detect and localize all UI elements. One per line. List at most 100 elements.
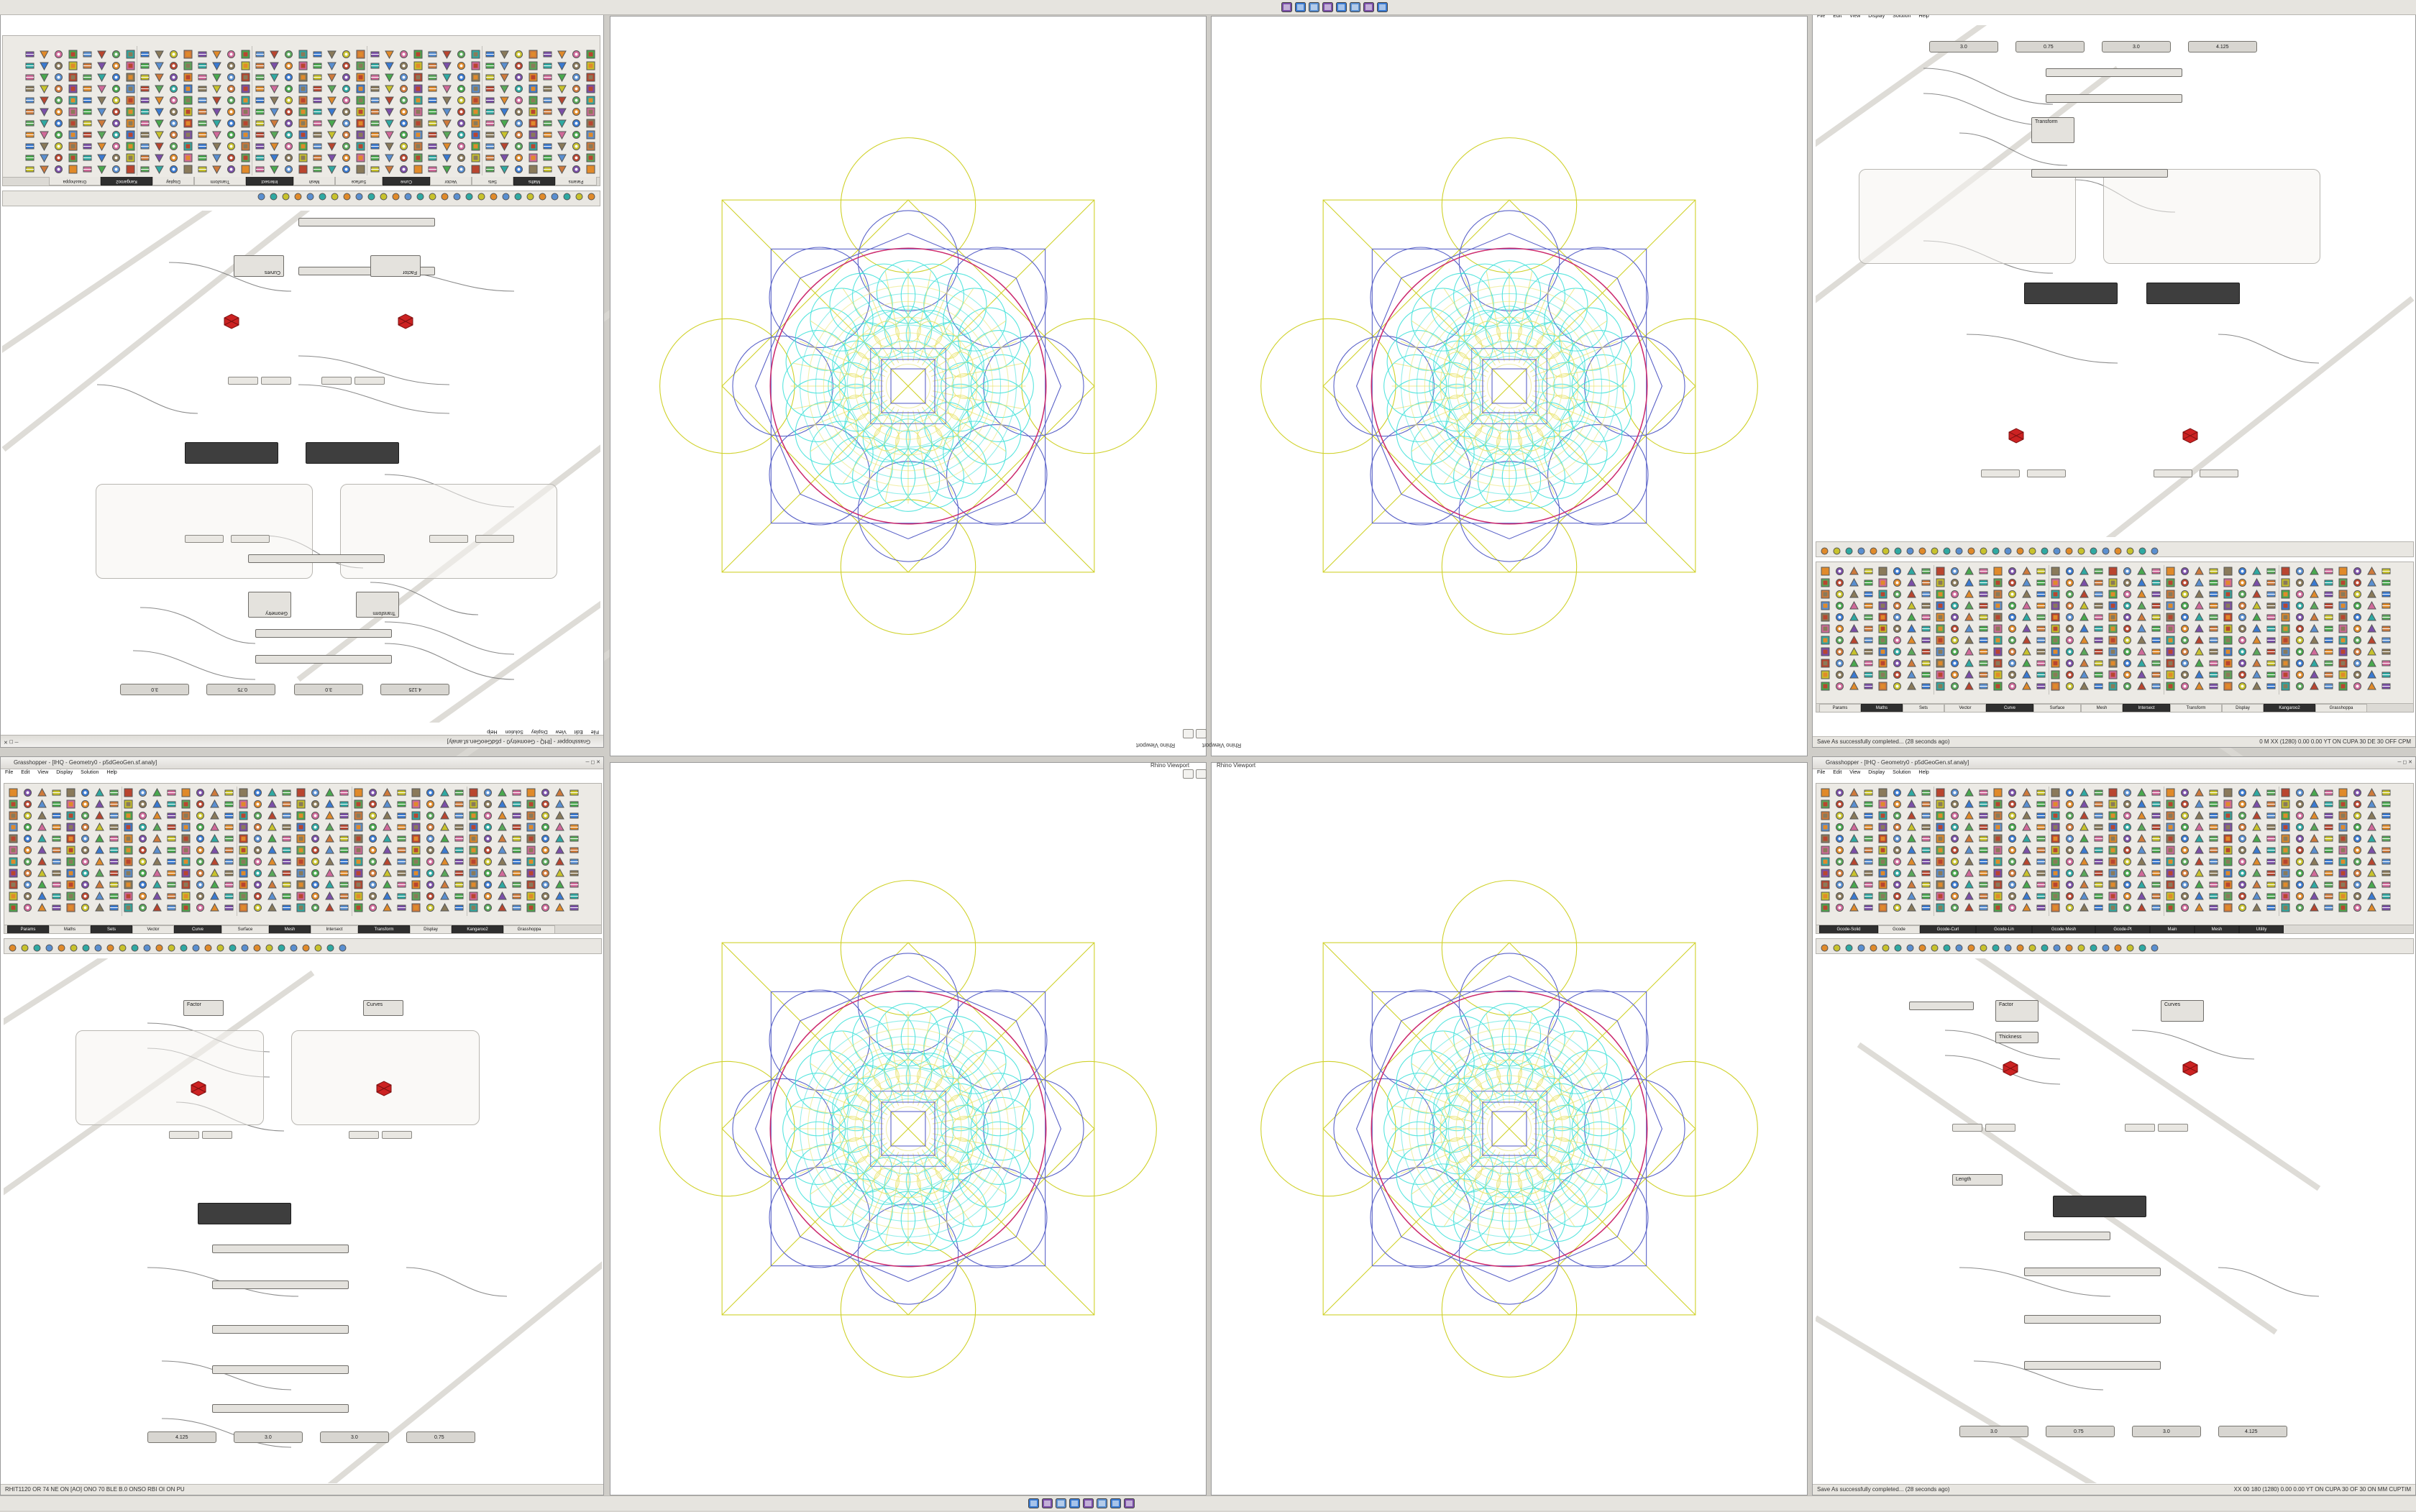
ribbon-icon[interactable] [469,811,478,820]
ribbon-icon[interactable] [1821,846,1830,855]
ribbon-icon[interactable] [356,84,365,93]
ribbon-icon[interactable] [2223,799,2233,809]
ribbon-icon[interactable] [1893,601,1902,610]
ribbon-icon[interactable] [1835,846,1844,855]
ribbon-icon[interactable] [2166,567,2175,576]
ribbon-icon[interactable] [126,119,135,128]
ribbon-icon[interactable] [226,153,236,162]
ribbon-icon[interactable] [2209,647,2218,656]
ribbon-icon[interactable] [267,834,277,843]
gh-toolbar-bl[interactable] [4,938,602,954]
titlebar-bottom-left[interactable]: Grasshopper - [IHQ - Geometry0 - p5dGeoG… [1,757,603,769]
ribbon-icon[interactable] [296,823,306,832]
ribbon-icon[interactable] [1936,682,1945,691]
ribbon-icon[interactable] [2195,590,2204,599]
ribbon-icon[interactable] [413,61,423,70]
ribbon-icon[interactable] [2123,799,2132,809]
ribbon-icon[interactable] [2123,682,2132,691]
ribbon-icon[interactable] [528,165,538,174]
ribbon-icon[interactable] [1993,869,2003,878]
toolbar-icon[interactable] [2114,943,2122,950]
toolbar-icon[interactable] [563,194,571,202]
ribbon-tab-10[interactable]: Kangaroo2 [101,177,152,185]
ribbon-icon[interactable] [2324,880,2333,889]
ribbon-icon[interactable] [457,130,466,139]
toolbar-icon[interactable] [131,943,139,950]
toolbar-icon[interactable] [355,194,363,202]
toolbar-icon[interactable] [2151,546,2159,554]
ribbon-icon[interactable] [428,96,437,105]
ribbon-icon[interactable] [169,61,178,70]
ribbon-icon[interactable] [339,846,349,855]
ribbon-icon[interactable] [528,153,538,162]
taskbar-item-settings[interactable] [1124,1498,1135,1508]
ribbon-icon[interactable] [2094,624,2103,633]
ribbon-icon[interactable] [296,857,306,866]
ribbon-icon[interactable] [241,50,250,59]
ribbon-icon[interactable] [2151,647,2161,656]
ribbon-icon[interactable] [2180,834,2190,843]
ribbon-icon[interactable] [2166,846,2175,855]
ribbon-icon[interactable] [1964,788,1974,797]
ribbon-icon[interactable] [284,107,293,116]
ribbon-icon[interactable] [2353,834,2362,843]
toolbar-icon[interactable] [2041,943,2049,950]
ribbon-icon[interactable] [2008,869,2017,878]
ribbon-icon[interactable] [1950,857,1959,866]
ribbon-icon[interactable] [2252,624,2261,633]
gh-component-length[interactable]: Length [1952,1174,2003,1186]
ribbon-icon[interactable] [586,165,595,174]
ribbon-icon[interactable] [370,153,380,162]
toolbar-icon[interactable] [265,943,273,950]
ribbon-icon[interactable] [212,96,221,105]
ribbon-icon[interactable] [198,73,207,82]
ribbon-icon[interactable] [196,846,205,855]
ribbon-icon[interactable] [97,107,106,116]
ribbon-icon[interactable] [572,165,581,174]
ribbon-icon[interactable] [528,142,538,151]
ribbon-icon[interactable] [68,142,78,151]
ribbon-icon[interactable] [2079,880,2089,889]
toolbar-icon[interactable] [539,194,546,202]
ribbon-icon[interactable] [2180,846,2190,855]
ribbon-icon[interactable] [2338,567,2348,576]
number-slider-1[interactable]: 3.0 [294,684,363,695]
number-slider-1[interactable]: 3.0 [234,1431,303,1443]
ribbon-icon[interactable] [2079,659,2089,668]
gh-component-geometry[interactable]: Geometry [248,592,291,618]
toolbar-icon[interactable] [1833,943,1841,950]
ribbon-icon[interactable] [440,799,449,809]
ribbon-icon[interactable] [2094,788,2103,797]
ribbon-icon[interactable] [454,869,464,878]
ribbon-icon[interactable] [255,119,265,128]
ribbon-icon[interactable] [2051,624,2060,633]
ribbon-icon[interactable] [572,61,581,70]
ribbon-icon[interactable] [52,880,61,889]
ribbon-icon[interactable] [2008,647,2017,656]
ribbon-icon[interactable] [1878,601,1888,610]
toolbar-icon[interactable] [2102,546,2110,554]
ribbon-icon[interactable] [2252,590,2261,599]
toolbar-icon[interactable] [514,194,522,202]
gh-param-pill[interactable] [202,1131,232,1139]
ribbon-icon[interactable] [454,903,464,912]
toolbar-icon[interactable] [33,943,41,950]
ribbon-icon[interactable] [95,880,104,889]
ribbon-icon[interactable] [111,73,121,82]
ribbon-icon[interactable] [40,119,49,128]
toolbar-icon[interactable] [306,194,314,202]
ribbon-icon[interactable] [2094,892,2103,901]
ribbon-icon[interactable] [267,788,277,797]
ribbon-icon[interactable] [1979,624,1988,633]
ribbon-icon[interactable] [183,119,193,128]
ribbon-icon[interactable] [2137,647,2146,656]
ribbon-icon[interactable] [2266,903,2276,912]
gh-panel-c[interactable] [2031,169,2168,178]
ribbon-icon[interactable] [1979,670,1988,679]
ribbon-icon[interactable] [2108,601,2118,610]
ribbon-icon[interactable] [500,165,509,174]
toolbar-icon[interactable] [82,943,90,950]
ribbon-icon[interactable] [2223,880,2233,889]
ribbon-icon[interactable] [226,73,236,82]
ribbon-icon[interactable] [81,892,90,901]
